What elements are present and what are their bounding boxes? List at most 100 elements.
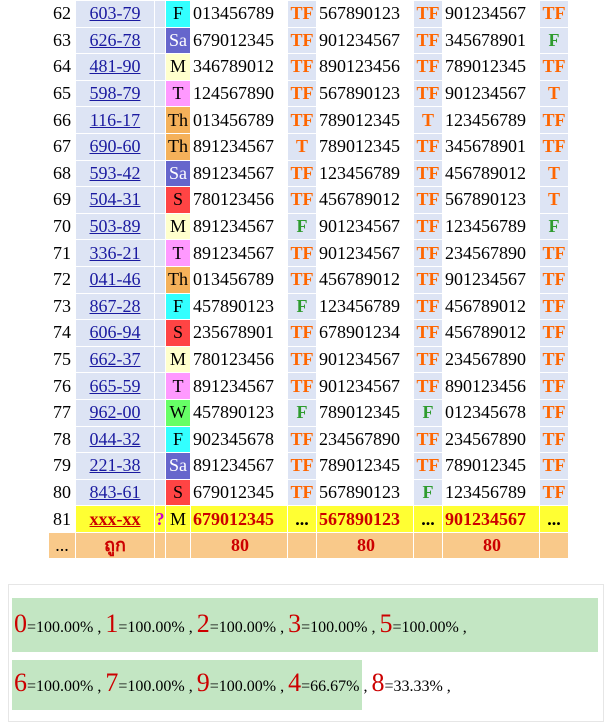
stat-percent: =100.00%: [27, 619, 94, 636]
result-flag-text: TF: [542, 375, 566, 396]
summary-flag: [413, 531, 443, 560]
result-flag: TF: [539, 398, 569, 427]
correct-count: 80: [442, 531, 540, 560]
result-flag-text: TF: [416, 56, 440, 77]
result-code-cell: 481-90: [75, 53, 155, 81]
result-flag-text: TF: [542, 428, 566, 449]
result-flag: T: [413, 106, 443, 134]
digit-set-cell: 457890123: [190, 398, 288, 427]
digit-set-cell: 789012345: [442, 452, 540, 480]
digit-set: 567890123: [319, 481, 400, 502]
digit-set: 789012345: [319, 109, 400, 130]
digit-set-cell: 891234567: [190, 159, 288, 188]
table-row: 66 116-17 Th 013456789 TF 789012345 T 123456789…: [48, 106, 569, 134]
marker-cell: [154, 26, 166, 55]
stat-separator: ,: [184, 619, 197, 636]
result-code-link[interactable]: 504-31: [89, 189, 141, 210]
stat-percent: =33.33%: [384, 678, 443, 695]
result-flag-text: TF: [416, 29, 440, 50]
result-code-link[interactable]: 962-00: [89, 402, 141, 423]
day-badge: S: [165, 478, 191, 507]
result-code-link[interactable]: 606-94: [89, 322, 141, 343]
result-flag-text: TF: [542, 242, 566, 263]
result-code-link[interactable]: 503-89: [89, 216, 141, 237]
result-flag: TF: [287, 186, 317, 214]
result-flag: TF: [539, 425, 569, 454]
day-badge: Sa: [165, 159, 191, 188]
digit-set-cell: 123456789: [442, 212, 540, 241]
result-flag-text: T: [295, 136, 308, 157]
result-code-link[interactable]: 867-28: [89, 295, 141, 316]
result-code-link[interactable]: 044-32: [89, 428, 141, 449]
result-flag-text: TF: [290, 109, 314, 130]
digit-set: 891234567: [193, 136, 274, 157]
result-code-link[interactable]: 221-38: [89, 455, 141, 476]
digit-stat: 3=100.00% ,: [288, 609, 379, 638]
result-code-link[interactable]: 843-61: [89, 481, 141, 502]
digit-set: 789012345: [319, 402, 400, 423]
result-flag: T: [287, 132, 317, 161]
stat-percent: =100.00%: [118, 619, 185, 636]
digit-set: 234567890: [445, 242, 526, 263]
result-flag: TF: [287, 106, 317, 134]
day-badge: M: [165, 212, 191, 241]
digit-set-cell: 891234567: [190, 239, 288, 267]
digit-set-cell: 789012345: [442, 53, 540, 81]
result-code-link[interactable]: 116-17: [89, 109, 141, 130]
table-row: 65 598-79 T 124567890 TF 567890123 TF 901234567…: [48, 79, 569, 108]
marker-cell: [154, 345, 166, 374]
result-flag-text: T: [421, 109, 434, 130]
marker-cell: [154, 79, 166, 108]
stat-percent: =66.67%: [301, 678, 360, 695]
result-flag-text: F: [548, 29, 560, 50]
result-code-link[interactable]: 690-60: [89, 136, 141, 157]
digit-set-cell: 123456789: [316, 292, 414, 321]
result-code-link[interactable]: 598-79: [89, 83, 141, 104]
digit-set-cell: 901234567: [316, 239, 414, 267]
digit-set-cell: 456789012: [442, 319, 540, 347]
digit-set-cell: 456789012: [442, 159, 540, 188]
correct-label: ถูก: [75, 531, 155, 560]
pending-code-link[interactable]: xxx-xx: [89, 508, 141, 529]
digit-set: 891234567: [193, 242, 274, 263]
result-code-cell: 606-94: [75, 319, 155, 347]
result-flag: TF: [539, 239, 569, 267]
result-code-link[interactable]: 665-59: [89, 375, 141, 396]
result-code-link[interactable]: 041-46: [89, 269, 141, 290]
digit-set-cell: 457890123: [190, 292, 288, 321]
result-flag: TF: [539, 345, 569, 374]
row-number: 68: [48, 159, 76, 188]
stat-digit: 7: [105, 668, 119, 697]
digit-set: 123456789: [319, 162, 400, 183]
day-badge: W: [165, 398, 191, 427]
result-code-link[interactable]: 603-79: [89, 3, 141, 24]
result-flag: F: [287, 212, 317, 241]
result-code-link[interactable]: 481-90: [89, 56, 141, 77]
result-code-link[interactable]: 662-37: [89, 349, 141, 370]
digit-set: 679012345: [193, 29, 274, 50]
summary-flag: [539, 531, 569, 560]
digit-set: 124567890: [193, 83, 274, 104]
digit-set: 780123456: [193, 349, 274, 370]
result-flag: TF: [539, 53, 569, 81]
row-number: 71: [48, 239, 76, 267]
result-code-link[interactable]: 626-78: [89, 29, 141, 50]
result-flag: TF: [413, 239, 443, 267]
question-mark: ?: [154, 505, 166, 533]
result-code-cell: 843-61: [75, 478, 155, 507]
result-flag: TF: [287, 345, 317, 374]
row-number: 66: [48, 106, 76, 134]
digit-set-cell: 345678901: [442, 26, 540, 55]
result-flag-text: F: [548, 216, 560, 237]
row-number: 65: [48, 79, 76, 108]
digit-set-cell: 235678901: [190, 319, 288, 347]
digit-set: 456789012: [445, 162, 526, 183]
digit-set: 456789012: [445, 322, 526, 343]
marker-cell: [154, 132, 166, 161]
result-code-link[interactable]: 336-21: [89, 242, 141, 263]
marker-cell: [154, 478, 166, 507]
result-code-link[interactable]: 593-42: [89, 162, 141, 183]
digit-set: 901234567: [445, 83, 526, 104]
predicted-digit-set: 679012345: [190, 505, 288, 533]
digit-set: 891234567: [193, 455, 274, 476]
